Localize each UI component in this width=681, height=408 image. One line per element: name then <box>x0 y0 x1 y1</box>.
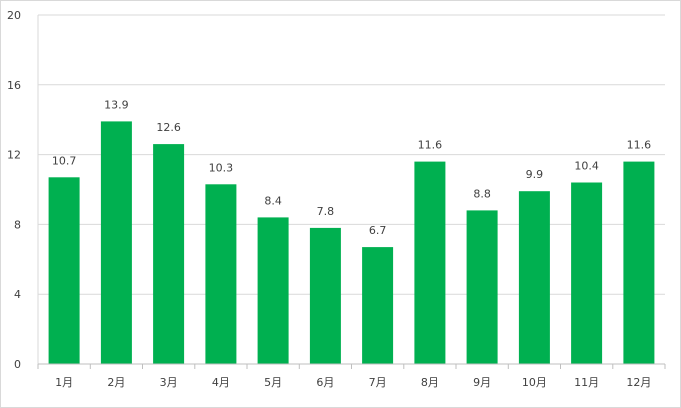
gridlines <box>37 14 665 364</box>
data-label: 7.8 <box>317 205 335 218</box>
y-tick-label: 4 <box>14 288 21 301</box>
data-label: 11.6 <box>418 139 443 152</box>
y-tick-label: 0 <box>14 358 21 371</box>
data-label: 11.6 <box>627 139 652 152</box>
bars <box>48 121 655 365</box>
data-label: 13.9 <box>104 98 129 111</box>
bar <box>100 121 132 365</box>
data-label: 8.8 <box>473 187 491 200</box>
x-tick-label: 8月 <box>421 376 439 389</box>
bar <box>518 191 550 364</box>
data-label: 10.7 <box>52 154 77 167</box>
bar <box>153 144 185 364</box>
x-tick-label: 9月 <box>473 376 491 389</box>
bar <box>414 161 446 364</box>
y-tick-label: 20 <box>7 9 21 22</box>
x-tick-label: 11月 <box>574 376 599 389</box>
plot-area <box>38 15 665 364</box>
bar <box>362 247 394 364</box>
x-tick-label: 7月 <box>369 376 387 389</box>
bar <box>48 177 80 364</box>
bar <box>309 227 341 364</box>
bar <box>571 182 603 364</box>
bar <box>623 161 655 364</box>
x-tick-label: 12月 <box>626 376 651 389</box>
y-tick-label: 12 <box>7 149 21 162</box>
x-tick-label: 2月 <box>107 376 125 389</box>
x-axis-ticks: 1月 2月 3月 4月 5月 6月 7月 8月 9月 10月 11月 12月 <box>37 364 666 389</box>
y-tick-label: 16 <box>7 79 21 92</box>
data-label: 12.6 <box>156 121 181 134</box>
x-tick-label: 10月 <box>522 376 547 389</box>
x-tick-label: 6月 <box>316 376 334 389</box>
bar <box>205 184 237 364</box>
data-label: 10.4 <box>574 160 599 173</box>
bar <box>466 210 498 364</box>
data-label: 8.4 <box>264 194 282 207</box>
data-label: 10.3 <box>209 161 234 174</box>
bar <box>257 217 289 364</box>
y-tick-label: 8 <box>14 218 21 231</box>
data-labels: 10.7 13.9 12.6 10.3 8.4 7.8 6.7 11.6 8.8 9.9 10.4 1… <box>52 98 651 237</box>
x-tick-label: 5月 <box>264 376 282 389</box>
y-axis-ticks: 0 4 8 12 16 20 <box>7 9 21 371</box>
x-tick-label: 3月 <box>160 376 178 389</box>
data-label: 6.7 <box>369 224 387 237</box>
data-label: 9.9 <box>526 168 544 181</box>
x-tick-label: 4月 <box>212 376 230 389</box>
x-tick-label: 1月 <box>55 376 73 389</box>
